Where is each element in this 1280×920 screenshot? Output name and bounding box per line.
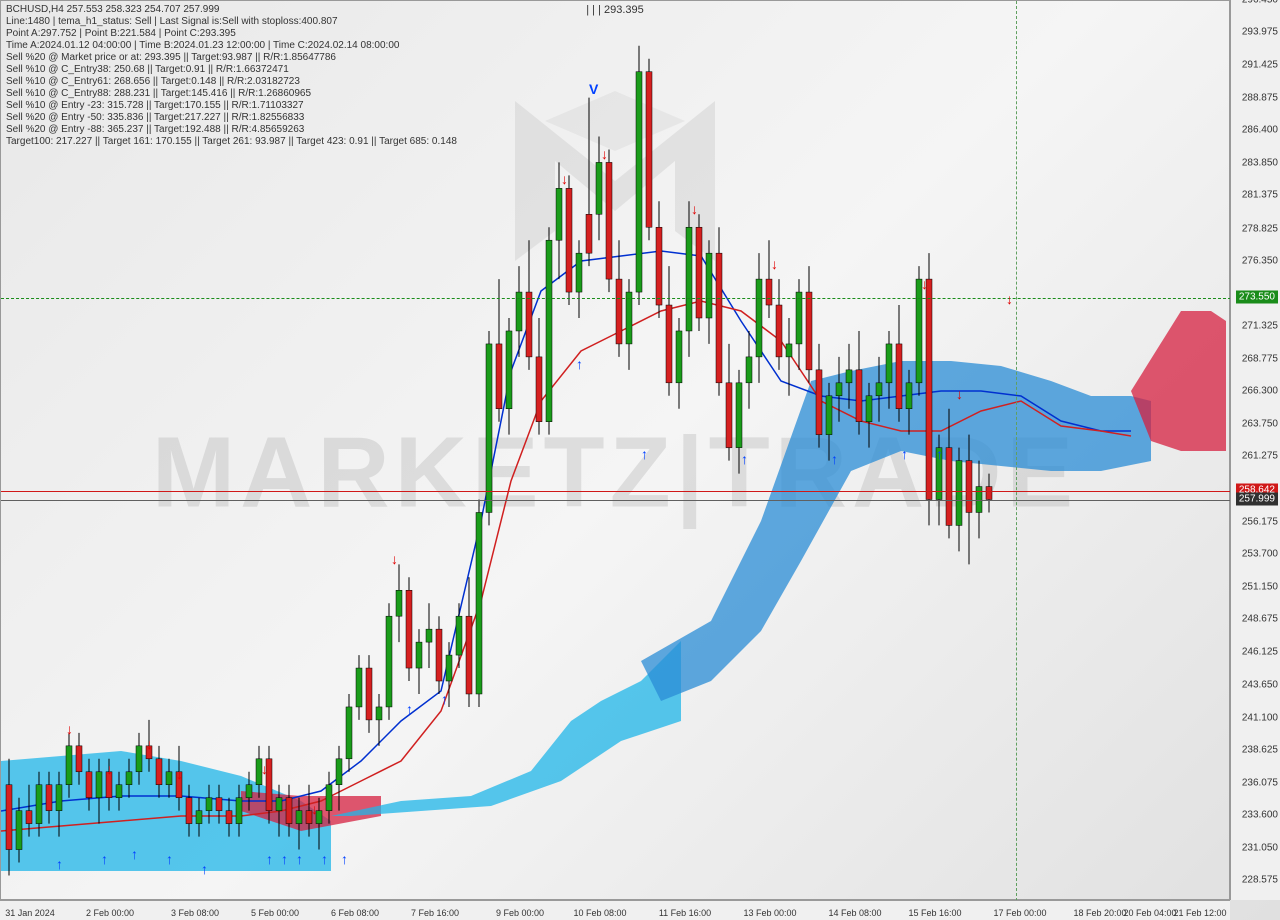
y-tick: 248.675 xyxy=(1242,614,1278,625)
y-tick: 263.750 xyxy=(1242,418,1278,429)
x-tick: 9 Feb 00:00 xyxy=(496,908,544,918)
arrow-up-icon: ↑ xyxy=(201,861,208,877)
arrow-up-icon: ↑ xyxy=(406,701,413,717)
arrow-up-icon: ↑ xyxy=(281,851,288,867)
header-top-label: | | | 293.395 xyxy=(586,4,644,16)
chart-area[interactable]: MARKETZ|TRADE ↓↑↓↑↑↓↓↑↑↓↑↑↑↓↑↑↓↑↑↓↓↑↑↓↓↑… xyxy=(0,0,1230,900)
arrow-up-icon: ↑ xyxy=(901,446,908,462)
y-tick: 268.775 xyxy=(1242,353,1278,364)
y-tick: 243.650 xyxy=(1242,679,1278,690)
y-tick: 241.100 xyxy=(1242,712,1278,723)
arrow-up-icon: ↑ xyxy=(641,446,648,462)
price-label: 257.999 xyxy=(1236,492,1278,505)
arrow-up-icon: ↑ xyxy=(321,851,328,867)
y-tick: 253.700 xyxy=(1242,549,1278,560)
y-tick: 281.375 xyxy=(1242,190,1278,201)
info-line: Time A:2024.01.12 04:00:00 | Time B:2024… xyxy=(6,40,399,51)
arrow-up-icon: ↑ xyxy=(576,356,583,372)
y-tick: 251.150 xyxy=(1242,582,1278,593)
info-line: Line:1480 | tema_h1_status: Sell | Last … xyxy=(6,16,338,27)
arrow-down-icon: ↓ xyxy=(561,171,568,187)
y-tick: 228.575 xyxy=(1242,875,1278,886)
vline xyxy=(1016,1,1017,901)
x-tick: 2 Feb 00:00 xyxy=(86,908,134,918)
x-tick: 11 Feb 16:00 xyxy=(659,908,711,918)
info-line: Sell %20 @ Market price or at: 293.395 |… xyxy=(6,52,336,63)
price-label: 273.550 xyxy=(1236,290,1278,303)
y-tick: 266.300 xyxy=(1242,385,1278,396)
x-tick: 3 Feb 08:00 xyxy=(171,908,219,918)
arrow-up-icon: ↑ xyxy=(266,851,273,867)
y-tick: 271.325 xyxy=(1242,320,1278,331)
info-line: Sell %10 @ Entry -23: 315.728 || Target:… xyxy=(6,100,304,111)
x-tick: 6 Feb 08:00 xyxy=(331,908,379,918)
info-line: Point A:297.752 | Point B:221.584 | Poin… xyxy=(6,28,236,39)
y-axis: 296.450 293.975 291.425 288.875 286.400 283.8… xyxy=(1230,0,1280,900)
y-tick: 293.975 xyxy=(1242,27,1278,38)
y-tick: 246.125 xyxy=(1242,647,1278,658)
x-tick: 20 Feb 04:00 xyxy=(1123,908,1176,918)
x-tick: 18 Feb 20:00 xyxy=(1073,908,1126,918)
info-line: Sell %10 @ C_Entry61: 268.656 || Target:… xyxy=(6,76,300,87)
arrow-up-icon: ↑ xyxy=(341,851,348,867)
x-tick: 7 Feb 16:00 xyxy=(411,908,459,918)
arrow-up-icon: ↑ xyxy=(56,856,63,872)
hline xyxy=(1,500,1231,501)
y-tick: 296.450 xyxy=(1242,0,1278,6)
info-line: Sell %20 @ Entry -88: 365.237 || Target:… xyxy=(6,124,304,135)
hline xyxy=(1,491,1231,492)
arrow-down-icon: ↓ xyxy=(106,761,113,777)
arrow-up-icon: ↑ xyxy=(131,846,138,862)
y-tick: 283.850 xyxy=(1242,158,1278,169)
y-tick: 238.625 xyxy=(1242,744,1278,755)
y-tick: 276.350 xyxy=(1242,255,1278,266)
arrow-down-icon: ↓ xyxy=(176,766,183,782)
info-line: Sell %10 @ C_Entry88: 288.231 || Target:… xyxy=(6,88,311,99)
arrow-down-icon: ↓ xyxy=(311,801,318,817)
arrow-up-icon: ↑ xyxy=(741,451,748,467)
arrow-down-icon: ↓ xyxy=(601,146,608,162)
y-tick: 236.075 xyxy=(1242,777,1278,788)
arrow-down-icon: ↓ xyxy=(771,256,778,272)
y-tick: 286.400 xyxy=(1242,125,1278,136)
arrow-up-icon: ↑ xyxy=(441,691,448,707)
x-tick: 13 Feb 00:00 xyxy=(743,908,796,918)
arrow-down-icon: ↓ xyxy=(691,201,698,217)
x-tick: 17 Feb 00:00 xyxy=(993,908,1046,918)
v-marker: V xyxy=(589,81,598,97)
y-tick: 261.275 xyxy=(1242,451,1278,462)
arrow-up-icon: ↑ xyxy=(296,851,303,867)
x-tick: 10 Feb 08:00 xyxy=(573,908,626,918)
arrow-up-icon: ↑ xyxy=(166,851,173,867)
x-tick: 5 Feb 00:00 xyxy=(251,908,299,918)
x-tick: 31 Jan 2024 xyxy=(5,908,55,918)
y-tick: 233.600 xyxy=(1242,809,1278,820)
arrow-up-icon: ↑ xyxy=(101,851,108,867)
x-tick: 15 Feb 16:00 xyxy=(908,908,961,918)
arrow-down-icon: ↓ xyxy=(956,386,963,402)
y-tick: 288.875 xyxy=(1242,93,1278,104)
symbol-ohlc: BCHUSD,H4 257.553 258.323 254.707 257.99… xyxy=(6,4,220,15)
arrow-down-icon: ↓ xyxy=(921,276,928,292)
arrow-down-icon: ↓ xyxy=(146,736,153,752)
y-tick: 291.425 xyxy=(1242,60,1278,71)
info-line: Target100: 217.227 || Target 161: 170.15… xyxy=(6,136,457,147)
x-axis: 31 Jan 2024 2 Feb 00:00 3 Feb 08:00 5 Feb 0… xyxy=(0,900,1230,920)
arrow-down-icon: ↓ xyxy=(261,761,268,777)
hline xyxy=(1,298,1231,299)
arrow-up-icon: ↑ xyxy=(831,451,838,467)
arrow-down-icon: ↓ xyxy=(1006,291,1013,307)
info-line: Sell %10 @ C_Entry38: 250.68 || Target:0… xyxy=(6,64,289,75)
y-tick: 256.175 xyxy=(1242,517,1278,528)
x-tick: 14 Feb 08:00 xyxy=(828,908,881,918)
y-tick: 231.050 xyxy=(1242,842,1278,853)
x-tick: 21 Feb 12:00 xyxy=(1173,908,1226,918)
arrow-down-icon: ↓ xyxy=(391,551,398,567)
arrow-down-icon: ↓ xyxy=(66,721,73,737)
y-tick: 278.825 xyxy=(1242,223,1278,234)
arrow-up-icon: ↑ xyxy=(936,446,943,462)
info-line: Sell %20 @ Entry -50: 335.836 || Target:… xyxy=(6,112,304,123)
